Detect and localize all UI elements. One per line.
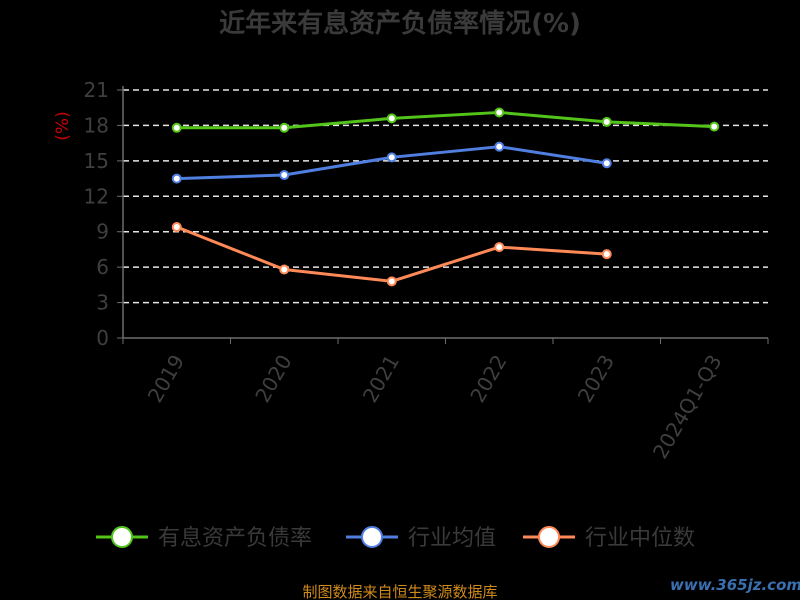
series-group [171, 107, 720, 287]
y-axis-label: (%) [53, 111, 73, 140]
data-point [279, 264, 290, 275]
legend-marker [361, 526, 383, 548]
axes [122, 86, 769, 344]
data-point [171, 221, 182, 232]
legend-item: 行业中位数 [523, 526, 695, 551]
data-point [601, 158, 612, 169]
data-point [386, 276, 397, 287]
grid-lines [117, 89, 768, 339]
data-point [709, 121, 720, 132]
data-point [494, 242, 505, 253]
y-tick-label: 0 [96, 326, 109, 350]
y-tick-label: 9 [96, 220, 109, 244]
legend-marker [538, 526, 560, 548]
x-tick-label: 2020 [250, 351, 296, 407]
data-point [279, 170, 290, 181]
y-tick-label: 18 [84, 113, 109, 137]
watermark: www.365jz.com [670, 576, 800, 594]
chart-title: 近年来有息资产负债率情况(%) [219, 8, 581, 39]
y-tick-label: 21 [84, 78, 109, 102]
x-tick-label: 2021 [358, 351, 404, 407]
legend-marker [111, 526, 133, 548]
data-point [171, 122, 182, 133]
data-point [494, 141, 505, 152]
legend-label: 行业均值 [408, 526, 496, 551]
data-point [279, 122, 290, 133]
y-tick-label: 3 [96, 291, 109, 315]
legend-label: 行业中位数 [585, 526, 695, 551]
source-note: 制图数据来自恒生聚源数据库 [302, 583, 497, 600]
y-tick-label: 6 [96, 255, 109, 279]
series-line [176, 145, 607, 181]
data-point [494, 107, 505, 118]
series-3 [171, 221, 612, 287]
y-tick-label: 12 [84, 184, 109, 208]
x-tick-label: 2024Q1-Q3 [648, 351, 727, 463]
series-line [176, 225, 607, 283]
data-point [171, 173, 182, 184]
data-point [386, 113, 397, 124]
series-2 [171, 141, 612, 184]
x-tick-labels: 2019 2020 2021 2022 2023 2024Q1-Q3 [143, 351, 727, 463]
legend: 有息资产负债率 行业均值 行业中位数 [96, 526, 695, 551]
data-point [386, 152, 397, 163]
y-tick-labels: 0 3 6 9 12 15 18 21 [84, 78, 109, 350]
x-tick-label: 2023 [573, 351, 619, 407]
legend-item: 有息资产负债率 [96, 526, 312, 551]
series-line [176, 110, 715, 130]
data-point [601, 249, 612, 260]
x-tick-label: 2019 [143, 351, 189, 407]
legend-item: 行业均值 [346, 526, 496, 551]
y-tick-label: 15 [84, 149, 109, 173]
series-1 [171, 107, 720, 133]
legend-label: 有息资产负债率 [158, 526, 312, 551]
x-tick-label: 2022 [465, 351, 511, 407]
data-point [601, 116, 612, 127]
